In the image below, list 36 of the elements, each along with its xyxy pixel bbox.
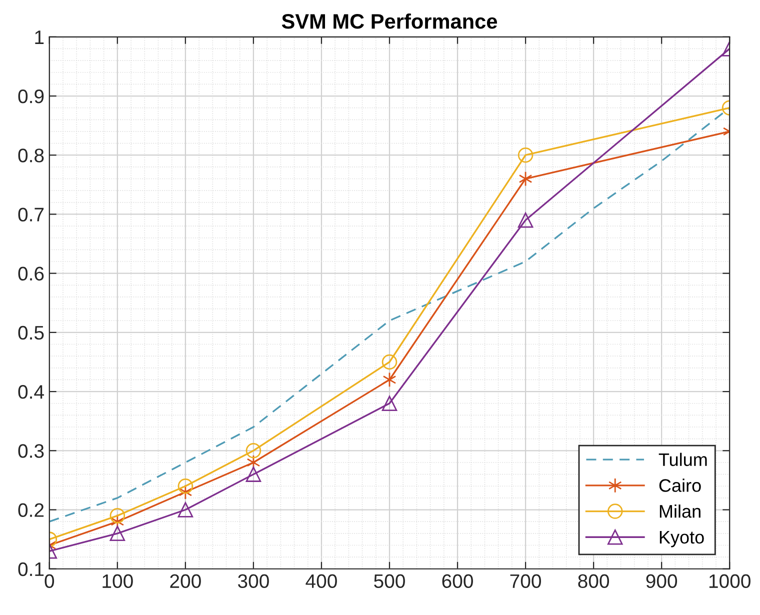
x-tick-label: 500 [374, 574, 405, 588]
x-tick-label: 0 [44, 574, 54, 588]
y-tick-label: 0.5 [18, 326, 44, 340]
x-tick-label: 300 [238, 574, 269, 588]
legend-label: Cairo [659, 478, 701, 492]
x-tick-label: 400 [306, 574, 337, 588]
y-tick-label: 0.8 [18, 148, 44, 162]
point [246, 466, 262, 482]
point [110, 508, 126, 524]
legend-label: Kyoto [660, 531, 704, 548]
y-tick-label: 0.3 [18, 444, 44, 458]
x-tick-label: 700 [510, 574, 541, 588]
x-tick-label: 800 [578, 574, 610, 588]
legend-label: Tulum [658, 452, 707, 466]
chart-title: SVM MC Performance [282, 13, 498, 29]
legend-label: Milan [660, 504, 700, 518]
point [382, 396, 398, 412]
point [382, 372, 396, 388]
y-tick-label: 0.4 [18, 385, 44, 399]
point [178, 478, 194, 494]
point [178, 502, 194, 518]
y-tick-label: 0.2 [18, 503, 44, 518]
x-tick-label: 200 [170, 574, 201, 588]
x-tick-label: 600 [442, 574, 473, 588]
point [110, 526, 126, 542]
y-tick-label: 0.7 [18, 208, 44, 222]
point [246, 443, 262, 458]
x-tick-label: 900 [646, 574, 678, 588]
y-tick-label: 0.1 [18, 562, 44, 576]
point [178, 484, 192, 500]
point [382, 354, 398, 370]
x-tick-label: 1000 [709, 574, 750, 588]
y-tick-label: 0.6 [18, 266, 44, 281]
x-tick-label: 100 [102, 574, 133, 588]
y-tick-label: 0.9 [18, 89, 44, 104]
y-tick-label: 1 [35, 30, 44, 44]
